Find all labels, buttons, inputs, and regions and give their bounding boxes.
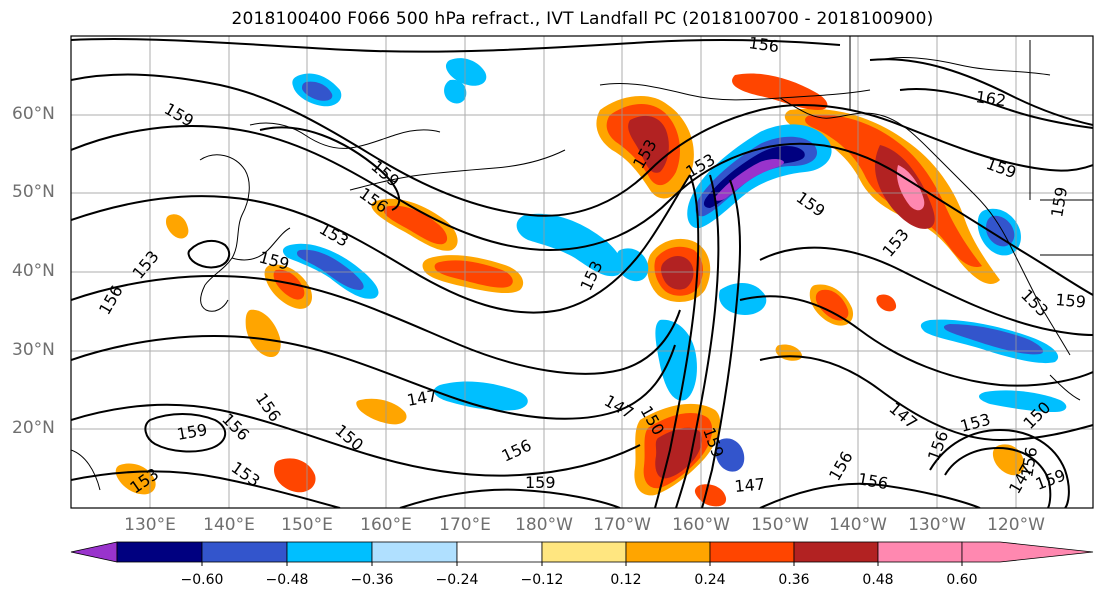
colorbar-ticks — [201, 562, 963, 566]
colorbar-bin — [116, 541, 203, 563]
lon-label: 180°W — [515, 515, 573, 535]
lon-label: 170°W — [593, 515, 651, 535]
colorbar-bin — [201, 541, 288, 563]
colorbar-tick-label: −0.48 — [265, 572, 309, 588]
colorbar-tick-label: 0.48 — [862, 572, 894, 588]
contour-lines — [71, 38, 1093, 508]
lat-label: 30°N — [12, 340, 55, 360]
colorbar-bin — [286, 541, 373, 563]
lon-label: 140°W — [829, 515, 887, 535]
lon-label: 170°E — [439, 515, 491, 535]
map-title: 2018100400 F066 500 hPa refract., IVT La… — [231, 9, 934, 29]
colorbar-tick-label: −0.60 — [180, 572, 224, 588]
lon-label: 120°W — [987, 515, 1045, 535]
contour-label: 147 — [734, 474, 766, 496]
lon-label: 150°E — [281, 515, 333, 535]
plot-area: 156 159 162 159 159 156 153 159 153 156 … — [71, 33, 1093, 508]
colorbar-bin — [709, 541, 795, 563]
lon-label: 130°E — [124, 515, 176, 535]
colorbar-extend-low — [70, 541, 118, 563]
colorbar-bin — [541, 541, 627, 563]
colorbar-tick-label: 0.36 — [778, 572, 810, 588]
colorbar-bin — [793, 541, 879, 563]
colorbar — [70, 541, 1094, 563]
lat-label: 20°N — [12, 418, 55, 438]
contour-label: 159 — [1055, 290, 1087, 312]
lon-label: 130°W — [908, 515, 966, 535]
lon-label: 150°W — [751, 515, 809, 535]
colorbar-bin — [877, 541, 963, 563]
colorbar-extend-high — [961, 541, 1094, 563]
colorbar-tick-label: −0.24 — [435, 572, 479, 588]
lon-label: 160°E — [360, 515, 412, 535]
colorbar-bin — [371, 541, 458, 563]
graticule — [71, 36, 1093, 508]
colorbar-bin — [625, 541, 711, 563]
colorbar-tick-label: −0.36 — [350, 572, 394, 588]
lon-label: 160°W — [672, 515, 730, 535]
map-frame — [70, 35, 1094, 509]
lat-label: 60°N — [12, 104, 55, 124]
lat-label: 50°N — [12, 182, 55, 202]
contour-label: 162 — [974, 87, 1007, 110]
colorbar-bin — [456, 541, 543, 563]
colorbar-tick-label: −0.12 — [520, 572, 564, 588]
contour-label: 159 — [525, 473, 556, 492]
colorbar-tick-label: 0.12 — [610, 572, 642, 588]
colorbar-tick-label: 0.24 — [694, 572, 726, 588]
lon-label: 140°E — [203, 515, 255, 535]
colorbar-tick-label: 0.60 — [946, 572, 978, 588]
lat-label: 40°N — [12, 261, 55, 281]
contour-label: 156 — [747, 33, 780, 56]
